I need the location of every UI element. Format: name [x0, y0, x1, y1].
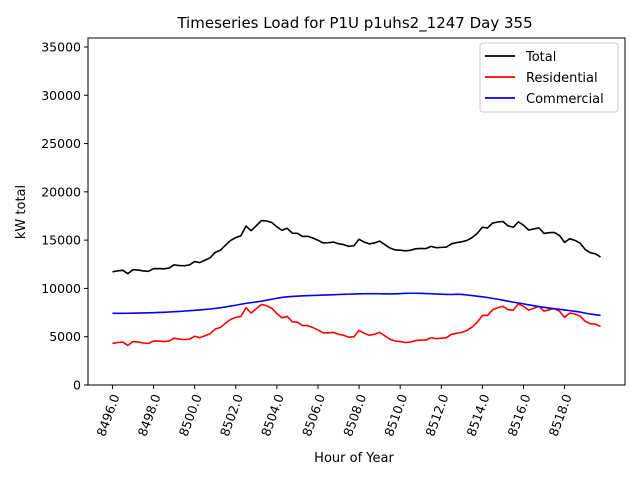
series-line-residential — [112, 303, 601, 347]
x-axis-label: Hour of Year — [314, 451, 394, 466]
y-tick-label: 20000 — [41, 184, 81, 199]
y-tick-label: 0 — [73, 378, 81, 393]
chart-title: Timeseries Load for P1U p1uhs2_1247 Day … — [176, 14, 532, 33]
legend-label-commercial: Commercial — [526, 92, 604, 107]
legend: Total Residential Commercial — [479, 42, 619, 113]
y-tick-label: 15000 — [41, 233, 81, 248]
y-tick-label: 10000 — [41, 281, 81, 296]
series-layer — [112, 219, 601, 347]
y-tick-label: 5000 — [49, 329, 81, 344]
y-axis-label: kW total — [14, 185, 29, 239]
legend-label-total: Total — [525, 50, 556, 65]
y-tick-label: 30000 — [41, 88, 81, 103]
series-line-total — [112, 219, 601, 275]
plot-frame — [87, 37, 626, 386]
legend-box — [479, 42, 619, 113]
y-tick-label: 25000 — [41, 136, 81, 151]
series-line-commercial — [112, 292, 601, 317]
y-axis: 0 5000 10000 15000 20000 25000 30000 35000 — [41, 39, 88, 393]
y-tick-label: 35000 — [41, 39, 81, 54]
legend-label-residential: Residential — [526, 71, 598, 86]
